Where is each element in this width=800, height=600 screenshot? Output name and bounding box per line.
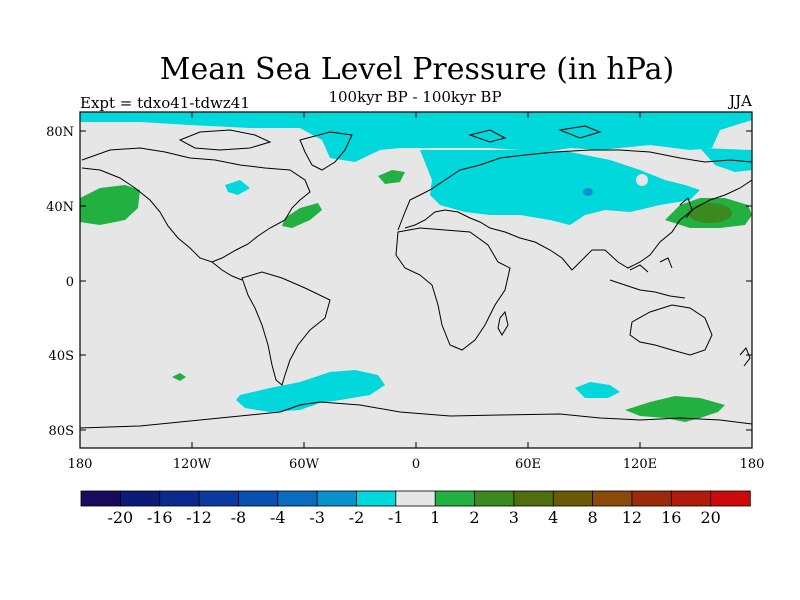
- anomaly-core-north-pacific: [688, 203, 732, 223]
- x-tick-label: 60W: [289, 457, 320, 472]
- colorbar-swatch: [631, 490, 672, 507]
- colorbar-label: 16: [661, 508, 681, 527]
- colorbar-label: -20: [107, 508, 133, 527]
- colorbar-swatch: [474, 490, 515, 507]
- colorbar-label: -12: [186, 508, 212, 527]
- anomaly-gap-eurasia: [636, 174, 648, 186]
- coastlines: [80, 125, 752, 429]
- coastline-antarctica: [80, 401, 752, 429]
- colorbar-label: -1: [388, 508, 404, 527]
- anomaly-region-southern-ocean: [625, 396, 725, 422]
- anomaly-region-southern-atlantic: [236, 370, 385, 412]
- y-tick-label: 40N: [46, 200, 74, 215]
- x-tick-label: 180: [68, 457, 93, 472]
- colorbar-swatch: [119, 490, 161, 507]
- colorbar-swatch: [80, 490, 122, 507]
- pressure-anomaly-fields: [80, 112, 752, 422]
- coastline-central-america: [211, 261, 243, 281]
- colorbar-label: -8: [231, 508, 247, 527]
- anomaly-region-north-pacific-west: [80, 185, 140, 225]
- coastline-new-zealand: [739, 347, 751, 367]
- experiment-label: Expt = tdxo41-tdwz41: [80, 94, 250, 112]
- anomaly-region-eurasia: [420, 150, 700, 225]
- colorbar-swatch: [277, 490, 318, 507]
- colorbar-swatch: [710, 490, 751, 507]
- colorbar-label: 4: [548, 508, 558, 527]
- coastline-madagascar: [497, 310, 509, 336]
- colorbar-label: -16: [147, 508, 173, 527]
- colorbar-swatch: [198, 490, 240, 507]
- x-tick-label: 0: [412, 457, 420, 472]
- coastline-africa: [395, 227, 511, 351]
- x-tick-label: 60E: [515, 457, 541, 472]
- period-label: 100kyr BP - 100kyr BP: [328, 88, 502, 106]
- anomaly-region-iceland-east: [378, 170, 405, 184]
- y-axis-labels: 80N 40N 0 40S 80S: [46, 125, 74, 439]
- x-tick-label: 120W: [173, 457, 212, 472]
- coastline-japan: [679, 197, 693, 219]
- x-tick-label: 120E: [623, 457, 657, 472]
- y-tick-label: 80S: [49, 424, 74, 439]
- y-tick-label: 0: [66, 275, 74, 290]
- anomaly-region-iceland: [225, 180, 250, 195]
- colorbar-label: 20: [700, 508, 720, 527]
- anomaly-region-north-atlantic: [282, 203, 322, 228]
- anomaly-region-south-pacific-small: [172, 373, 186, 381]
- colorbar-swatch: [552, 490, 594, 507]
- colorbar-swatch: [434, 490, 476, 507]
- colorbar-swatch: [395, 490, 436, 507]
- colorbar-swatch: [159, 490, 200, 507]
- x-axis-labels: 180 120W 60W 0 60E 120E 180: [68, 457, 765, 472]
- coastline-north-america: [81, 147, 311, 263]
- colorbar-label: 1: [430, 508, 440, 527]
- coastline-australia: [629, 304, 713, 356]
- x-tick-label: 180: [740, 457, 765, 472]
- coastline-arctic-islands: [178, 125, 602, 151]
- colorbar-label: 3: [509, 508, 519, 527]
- anomaly-region-southern-indian: [575, 382, 620, 398]
- colorbar-label: -4: [270, 508, 286, 527]
- coastline-south-america: [241, 271, 331, 386]
- season-label: JJA: [729, 92, 752, 110]
- colorbar-label: 2: [469, 508, 479, 527]
- map-background: [80, 112, 752, 448]
- colorbar-label: 12: [622, 508, 642, 527]
- colorbar: -20 -16 -12 -8 -4 -3 -2 -1 1 2 3 4 8 12 16 20: [80, 490, 751, 527]
- coastline-europe-asia: [397, 149, 752, 271]
- colorbar-swatch: [513, 490, 554, 507]
- anomaly-core-eurasia: [583, 188, 593, 196]
- y-tick-label: 80N: [46, 125, 74, 140]
- colorbar-swatch: [316, 490, 358, 507]
- colorbar-label: -2: [349, 508, 365, 527]
- colorbar-swatch: [238, 490, 279, 507]
- colorbar-swatch: [592, 490, 633, 507]
- x-axis-ticks: [79, 112, 753, 448]
- colorbar-label: -3: [309, 508, 325, 527]
- map-title: Mean Sea Level Pressure (in hPa): [159, 52, 675, 87]
- y-tick-label: 40S: [49, 349, 74, 364]
- anomaly-region-arctic-west: [80, 112, 752, 162]
- colorbar-swatch: [356, 490, 397, 507]
- coastline-southeast-asia-islands: [609, 257, 686, 299]
- colorbar-label: 8: [587, 508, 597, 527]
- coastline-greenland: [299, 131, 353, 171]
- colorbar-swatch: [670, 490, 712, 507]
- y-axis-ticks: [80, 130, 752, 431]
